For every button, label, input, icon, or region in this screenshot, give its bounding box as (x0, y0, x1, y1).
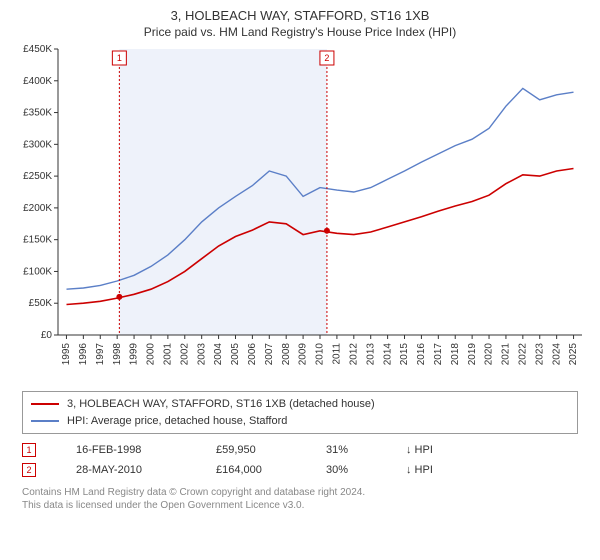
svg-text:£450K: £450K (23, 45, 52, 55)
svg-text:2021: 2021 (501, 343, 512, 366)
marker-hpi-relation: ↓ HPI (406, 464, 476, 476)
svg-text:2019: 2019 (467, 343, 478, 366)
svg-text:2004: 2004 (213, 343, 224, 366)
svg-text:2023: 2023 (534, 343, 545, 366)
marker-number-box: 1 (22, 443, 36, 457)
svg-text:1999: 1999 (129, 343, 140, 366)
svg-text:2002: 2002 (179, 343, 190, 366)
footer-line-1: Contains HM Land Registry data © Crown c… (22, 486, 578, 499)
svg-text:2022: 2022 (517, 343, 528, 366)
svg-text:£200K: £200K (23, 203, 52, 214)
footer-attribution: Contains HM Land Registry data © Crown c… (22, 486, 578, 512)
legend-label: 3, HOLBEACH WAY, STAFFORD, ST16 1XB (det… (67, 396, 375, 413)
svg-text:2024: 2024 (551, 343, 562, 366)
svg-text:1995: 1995 (61, 343, 72, 366)
svg-text:2017: 2017 (433, 343, 444, 366)
svg-text:£0: £0 (41, 330, 53, 341)
legend-label: HPI: Average price, detached house, Staf… (67, 413, 287, 430)
marker-number-box: 2 (22, 463, 36, 477)
svg-text:1: 1 (117, 53, 122, 63)
svg-text:1998: 1998 (112, 343, 123, 366)
svg-text:1996: 1996 (78, 343, 89, 366)
svg-text:£300K: £300K (23, 139, 52, 150)
price-chart: £0 £50K £100K £150K £200K £250K £300K £350K £400… (10, 45, 590, 385)
page-title: 3, HOLBEACH WAY, STAFFORD, ST16 1XB (0, 0, 600, 23)
svg-text:2016: 2016 (416, 343, 427, 366)
chart-svg: £0 £50K £100K £150K £200K £250K £300K £350K £400… (10, 45, 590, 385)
svg-text:2010: 2010 (315, 343, 326, 366)
page-subtitle: Price paid vs. HM Land Registry's House … (0, 23, 600, 45)
svg-text:£50K: £50K (29, 298, 53, 309)
marker-pct: 31% (326, 444, 366, 456)
marker-hpi-relation: ↓ HPI (406, 444, 476, 456)
svg-text:2011: 2011 (332, 343, 343, 365)
svg-text:2007: 2007 (264, 343, 275, 366)
footer-line-2: This data is licensed under the Open Gov… (22, 499, 578, 512)
svg-text:£100K: £100K (23, 266, 52, 277)
svg-text:2015: 2015 (399, 343, 410, 366)
marker-price: £164,000 (216, 464, 286, 476)
svg-text:2: 2 (324, 53, 329, 63)
svg-text:2018: 2018 (450, 343, 461, 366)
svg-text:2009: 2009 (298, 343, 309, 366)
svg-text:2020: 2020 (484, 343, 495, 366)
svg-text:1997: 1997 (95, 343, 106, 366)
svg-text:£400K: £400K (23, 76, 52, 87)
svg-text:2003: 2003 (196, 343, 207, 366)
legend: 3, HOLBEACH WAY, STAFFORD, ST16 1XB (det… (22, 391, 578, 434)
svg-text:2014: 2014 (382, 343, 393, 366)
legend-row: 3, HOLBEACH WAY, STAFFORD, ST16 1XB (det… (31, 396, 569, 413)
svg-text:2012: 2012 (348, 343, 359, 366)
marker-row: 2 28-MAY-2010 £164,000 30% ↓ HPI (22, 460, 578, 480)
legend-color-swatch (31, 403, 59, 405)
marker-pct: 30% (326, 464, 366, 476)
svg-text:2025: 2025 (568, 343, 579, 366)
svg-text:£250K: £250K (23, 171, 52, 182)
svg-text:2006: 2006 (247, 343, 258, 366)
legend-color-swatch (31, 420, 59, 422)
svg-text:2008: 2008 (281, 343, 292, 366)
svg-text:2001: 2001 (163, 343, 174, 366)
svg-text:2000: 2000 (146, 343, 157, 366)
marker-row: 1 16-FEB-1998 £59,950 31% ↓ HPI (22, 440, 578, 460)
marker-date: 28-MAY-2010 (76, 464, 176, 476)
legend-row: HPI: Average price, detached house, Staf… (31, 413, 569, 430)
svg-text:£150K: £150K (23, 235, 52, 246)
marker-price: £59,950 (216, 444, 286, 456)
svg-text:2013: 2013 (365, 343, 376, 366)
sale-marker-table: 1 16-FEB-1998 £59,950 31% ↓ HPI 2 28-MAY-2010 £… (22, 440, 578, 480)
marker-date: 16-FEB-1998 (76, 444, 176, 456)
svg-text:£350K: £350K (23, 108, 52, 119)
svg-text:2005: 2005 (230, 343, 241, 366)
